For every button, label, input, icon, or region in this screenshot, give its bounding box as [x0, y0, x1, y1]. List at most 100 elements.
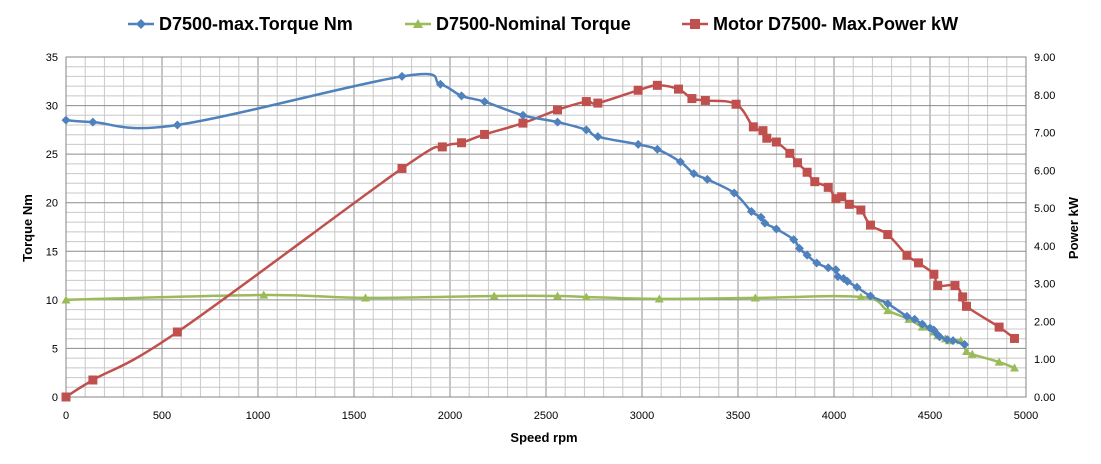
x-tick-label: 2000 — [438, 410, 462, 422]
data-point — [831, 265, 841, 275]
data-point — [823, 263, 833, 273]
data-point — [553, 117, 563, 127]
data-point — [837, 192, 847, 202]
data-point — [581, 125, 591, 135]
data-point — [675, 157, 685, 167]
data-point — [61, 295, 71, 304]
left-tick-label: 25 — [46, 149, 58, 161]
data-point — [883, 299, 893, 309]
grid-lines — [65, 56, 1027, 398]
right-tick-label: 7.00 — [1034, 128, 1055, 140]
data-point — [652, 144, 662, 154]
data-point — [553, 105, 563, 115]
right-tick-label: 6.00 — [1034, 165, 1055, 177]
right-tick-label: 2.00 — [1034, 316, 1055, 328]
data-point — [633, 85, 643, 95]
data-point — [935, 332, 945, 342]
x-tick-label: 5000 — [1014, 410, 1038, 422]
data-point — [457, 91, 467, 101]
data-point — [731, 99, 741, 109]
data-point — [518, 118, 528, 128]
data-point — [756, 212, 766, 222]
x-axis-title: Speed rpm — [510, 430, 577, 445]
legend: D7500-max.Torque Nm D7500-Nominal Torque M… — [128, 14, 958, 34]
data-point — [593, 98, 603, 108]
data-point — [883, 306, 893, 315]
data-point — [994, 322, 1004, 332]
data-point — [942, 335, 952, 345]
data-point — [61, 115, 71, 125]
data-point — [994, 357, 1004, 366]
right-tick-label: 8.00 — [1034, 90, 1055, 102]
data-point — [435, 79, 445, 89]
left-tick-label: 30 — [46, 101, 58, 113]
data-point — [581, 292, 591, 301]
data-point — [673, 84, 683, 94]
data-point — [852, 282, 862, 292]
data-point — [958, 292, 968, 302]
right-axis-title: Power kW — [1066, 196, 1081, 259]
data-point — [831, 194, 841, 204]
data-point — [654, 294, 664, 303]
data-point — [865, 220, 875, 230]
data-point — [913, 258, 923, 268]
legend-marker — [690, 19, 700, 29]
legend-item: D7500-max.Torque Nm — [128, 14, 353, 34]
legend-item: D7500-Nominal Torque — [405, 14, 631, 34]
data-point — [842, 276, 852, 286]
data-point — [172, 327, 182, 337]
data-point — [961, 346, 971, 355]
x-tick-label: 3000 — [630, 410, 654, 422]
series-1 — [61, 71, 970, 350]
data-point — [61, 392, 71, 402]
legend-label: Motor D7500- Max.Power kW — [713, 14, 958, 34]
data-point — [88, 117, 98, 127]
data-point — [789, 235, 799, 245]
data-point — [748, 122, 758, 132]
data-point — [844, 199, 854, 209]
data-point — [762, 133, 772, 143]
x-tick-label: 2500 — [534, 410, 558, 422]
x-tick-label: 500 — [153, 410, 171, 422]
data-point — [856, 292, 866, 301]
data-point — [700, 95, 710, 105]
data-point — [917, 319, 927, 329]
series-3 — [61, 80, 1019, 402]
data-point — [771, 137, 781, 147]
data-point — [729, 188, 739, 198]
data-point — [933, 281, 943, 291]
data-point — [865, 291, 875, 301]
data-point — [960, 340, 970, 350]
left-tick-label: 10 — [46, 295, 58, 307]
left-tick-label: 20 — [46, 198, 58, 210]
data-point — [593, 132, 603, 142]
data-point — [172, 120, 182, 130]
x-tick-label: 3500 — [726, 410, 750, 422]
right-tick-label: 9.00 — [1034, 52, 1055, 64]
plot-area — [65, 56, 1027, 398]
data-point — [397, 71, 407, 81]
series-2 — [61, 290, 1019, 372]
right-tick-label: 5.00 — [1034, 203, 1055, 215]
legend-label: D7500-Nominal Torque — [436, 14, 631, 34]
right-axis-ticks: 0.00 1.00 2.00 3.00 4.00 5.00 6.00 7.00 8.00 9.00 — [1034, 52, 1055, 404]
data-point — [802, 250, 812, 260]
data-point — [812, 258, 822, 268]
data-point — [785, 148, 795, 158]
data-point — [652, 80, 662, 90]
x-tick-label: 1000 — [246, 410, 270, 422]
x-tick-label: 4500 — [918, 410, 942, 422]
left-tick-label: 0 — [52, 392, 58, 404]
right-tick-label: 0.00 — [1034, 392, 1055, 404]
data-point — [802, 167, 812, 177]
data-point — [967, 349, 977, 358]
data-point — [771, 224, 781, 234]
right-tick-label: 4.00 — [1034, 241, 1055, 253]
data-point — [910, 314, 920, 324]
data-point — [746, 206, 756, 216]
data-point — [437, 142, 447, 152]
data-point — [750, 293, 760, 302]
data-point — [702, 174, 712, 184]
data-point — [948, 336, 958, 346]
data-point — [810, 177, 820, 187]
